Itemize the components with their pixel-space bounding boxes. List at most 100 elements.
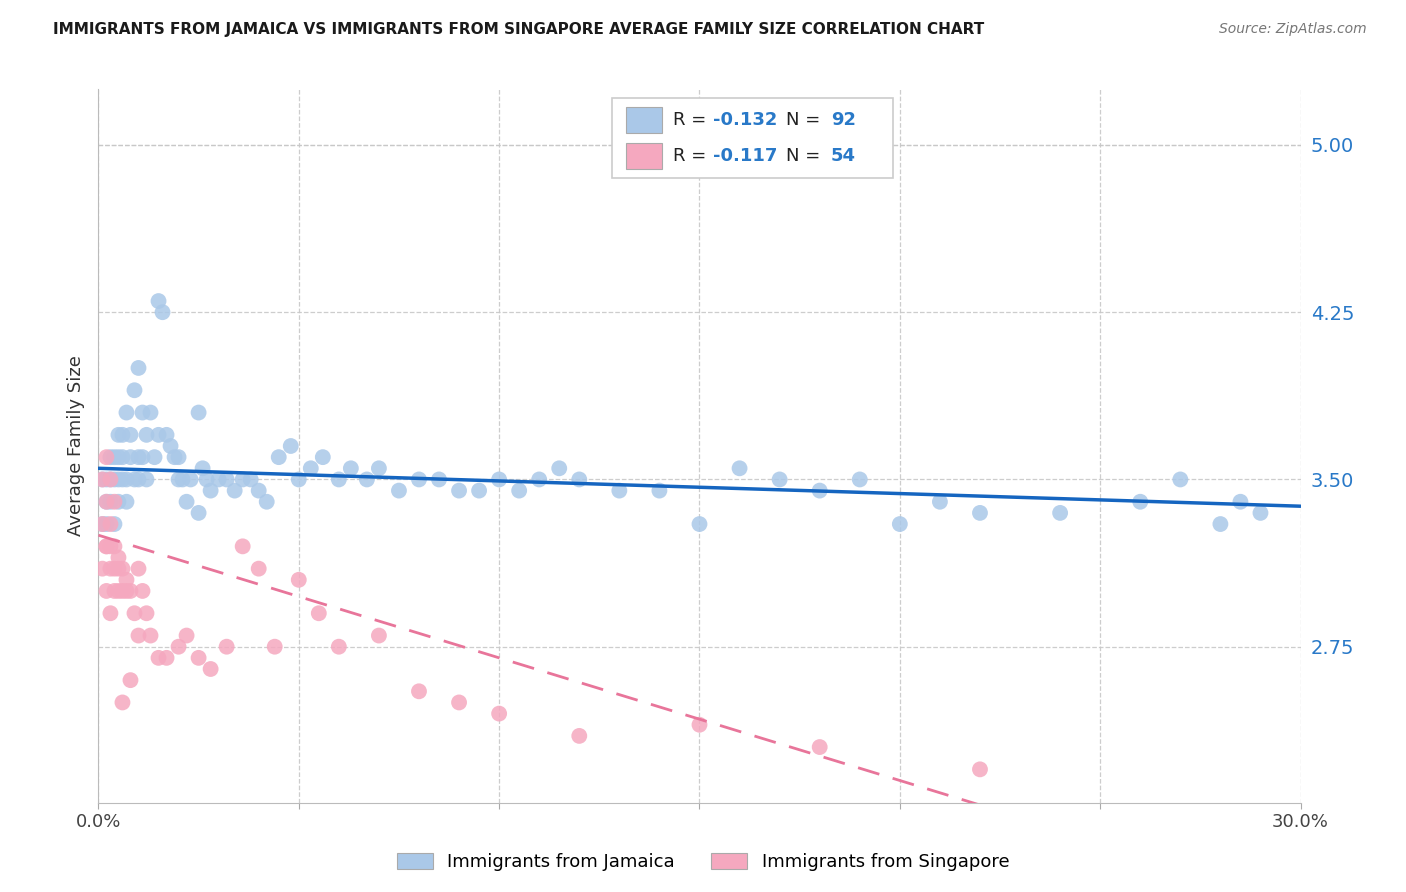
Point [124, 607, 146, 621]
Point [128, 450, 150, 464]
Point [103, 517, 125, 532]
Point [115, 573, 138, 587]
Point [408, 473, 430, 487]
Point [568, 729, 591, 743]
Point [111, 696, 134, 710]
Point [447, 483, 470, 498]
Point [111, 428, 134, 442]
Point [91, 517, 114, 532]
Point [100, 607, 122, 621]
Point [111, 473, 134, 487]
Point [96, 495, 118, 509]
Point [849, 473, 872, 487]
Point [180, 473, 202, 487]
Point [155, 428, 177, 442]
Point [548, 461, 571, 475]
Point [256, 495, 278, 509]
Point [368, 461, 391, 475]
Point [808, 740, 831, 755]
Point [128, 562, 150, 576]
Point [408, 684, 430, 698]
Point [468, 483, 491, 498]
Legend: Immigrants from Jamaica, Immigrants from Singapore: Immigrants from Jamaica, Immigrants from… [389, 846, 1017, 879]
Point [200, 483, 222, 498]
Text: R =: R = [673, 111, 713, 128]
Text: Source: ZipAtlas.com: Source: ZipAtlas.com [1219, 22, 1367, 37]
Point [247, 562, 270, 576]
Point [224, 483, 246, 498]
Point [100, 539, 122, 553]
Point [103, 562, 125, 576]
Point [609, 483, 631, 498]
Point [187, 406, 209, 420]
Y-axis label: Average Family Size: Average Family Size [66, 356, 84, 536]
Point [107, 473, 129, 487]
Point [135, 473, 157, 487]
Point [176, 495, 198, 509]
Point [1170, 473, 1192, 487]
Point [103, 473, 125, 487]
Point [143, 450, 166, 464]
Point [100, 495, 122, 509]
Point [128, 361, 150, 376]
Point [312, 450, 335, 464]
Point [288, 473, 311, 487]
Text: 54: 54 [831, 147, 856, 165]
Point [111, 584, 134, 599]
Point [120, 428, 142, 442]
Point [163, 450, 186, 464]
Point [728, 461, 751, 475]
Text: N =: N = [786, 147, 825, 165]
Point [239, 473, 262, 487]
Point [167, 640, 190, 654]
Point [368, 629, 391, 643]
Text: N =: N = [786, 111, 825, 128]
Point [96, 495, 118, 509]
Point [111, 562, 134, 576]
Point [529, 473, 551, 487]
Point [299, 461, 322, 475]
Point [427, 473, 450, 487]
Point [115, 406, 138, 420]
Point [187, 506, 209, 520]
Point [103, 584, 125, 599]
Point [929, 495, 952, 509]
Point [1229, 495, 1251, 509]
Point [1049, 506, 1071, 520]
Point [688, 718, 710, 732]
Point [167, 473, 190, 487]
Point [103, 495, 125, 509]
Point [356, 473, 378, 487]
Point [200, 662, 222, 676]
Point [107, 495, 129, 509]
Point [148, 294, 170, 309]
Point [808, 483, 831, 498]
Point [187, 651, 209, 665]
Point [148, 428, 170, 442]
Point [100, 562, 122, 576]
Point [103, 450, 125, 464]
Point [288, 573, 311, 587]
Point [232, 539, 254, 553]
Point [111, 450, 134, 464]
Bar [626, 107, 662, 133]
Point [148, 651, 170, 665]
Point [340, 461, 363, 475]
Point [107, 450, 129, 464]
Point [115, 495, 138, 509]
Point [96, 517, 118, 532]
Point [969, 762, 991, 776]
Point [96, 539, 118, 553]
Point [115, 473, 138, 487]
Point [107, 550, 129, 565]
Point [648, 483, 671, 498]
Point [208, 473, 231, 487]
Point [124, 384, 146, 398]
Point [128, 473, 150, 487]
Point [488, 706, 510, 721]
Point [91, 473, 114, 487]
Point [176, 629, 198, 643]
Point [120, 673, 142, 687]
Point [139, 406, 162, 420]
Point [447, 696, 470, 710]
